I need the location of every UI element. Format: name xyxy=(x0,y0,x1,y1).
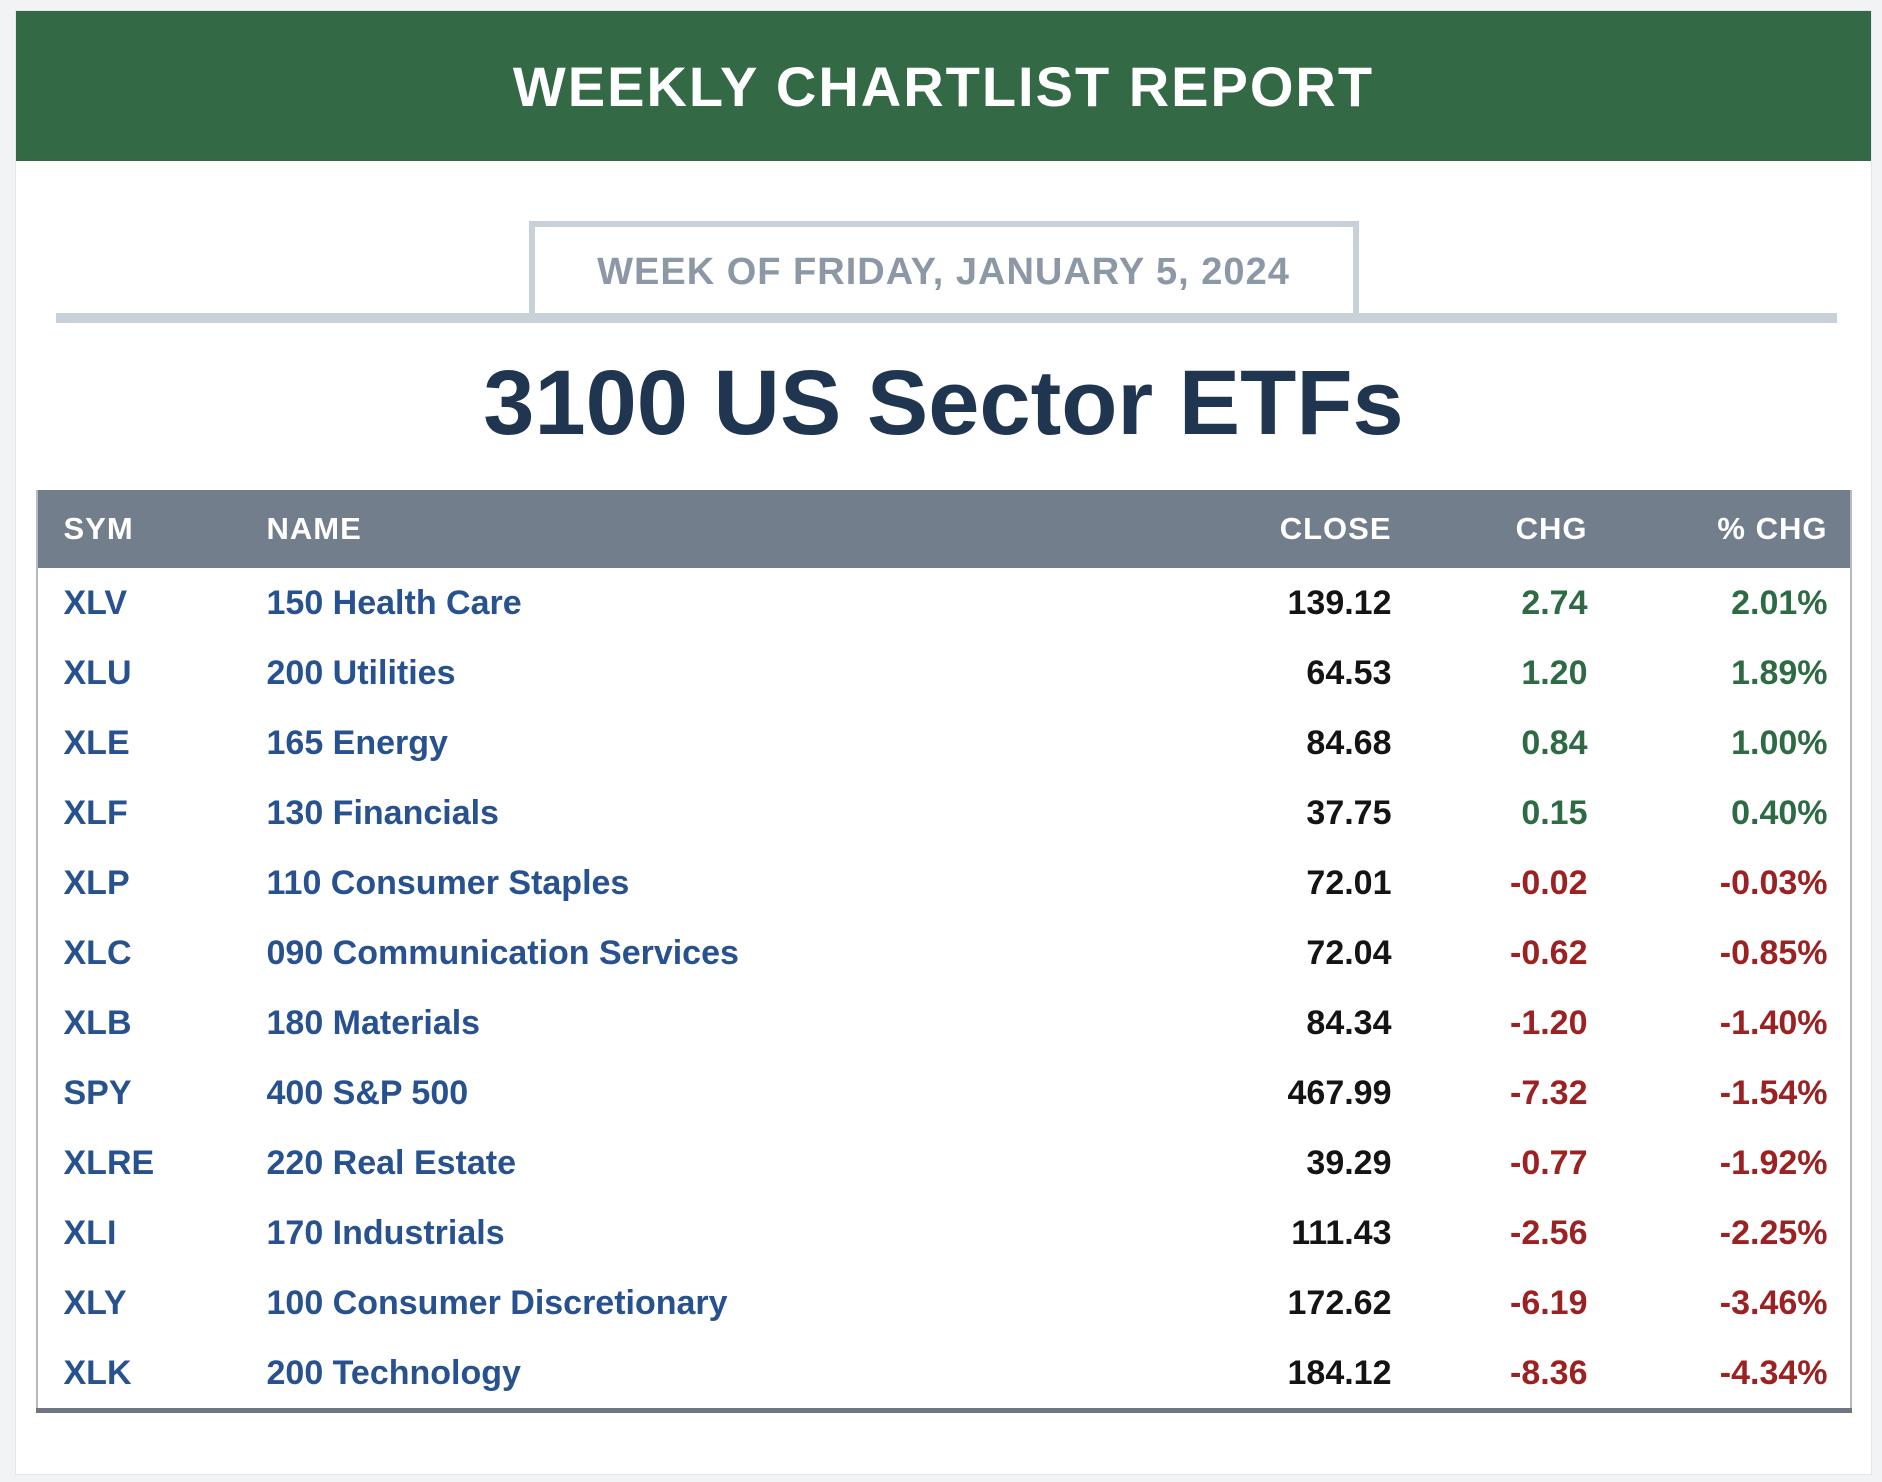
cell-pct-chg: 2.01% xyxy=(1731,583,1828,622)
table-row: XLP 110 Consumer Staples 72.01 -0.02 -0.… xyxy=(37,848,1851,918)
cell-pct-chg: -0.03% xyxy=(1719,863,1828,902)
cell-close: 72.04 xyxy=(1306,933,1392,972)
cell-chg: -0.02 xyxy=(1510,863,1588,902)
cell-name: 165 Energy xyxy=(266,723,448,762)
cell-sym: XLB xyxy=(63,1003,132,1042)
cell-name: 130 Financials xyxy=(266,793,499,832)
cell-name: 220 Real Estate xyxy=(266,1143,517,1182)
cell-sym: SPY xyxy=(63,1073,132,1112)
cell-sym: XLK xyxy=(63,1353,132,1392)
cell-close: 184.12 xyxy=(1287,1353,1392,1392)
cell-chg: 1.20 xyxy=(1521,653,1588,692)
cell-chg: -8.36 xyxy=(1510,1353,1588,1392)
cell-chg: 2.74 xyxy=(1521,583,1588,622)
cell-chg: 0.15 xyxy=(1521,793,1588,832)
cell-close: 39.29 xyxy=(1306,1143,1392,1182)
report-banner: WEEKLY CHARTLIST REPORT xyxy=(16,11,1871,161)
table-header-row: SYM NAME CLOSE CHG % CHG xyxy=(36,490,1851,568)
cell-sym: XLU xyxy=(63,653,132,692)
cell-pct-chg: 1.00% xyxy=(1731,723,1828,762)
table-row: XLU 200 Utilities 64.53 1.20 1.89% xyxy=(37,638,1851,708)
cell-sym: XLE xyxy=(63,723,130,762)
cell-pct-chg: -1.92% xyxy=(1719,1143,1828,1182)
cell-sym: XLF xyxy=(63,793,128,832)
cell-chg: -2.56 xyxy=(1510,1213,1588,1252)
cell-pct-chg: -2.25% xyxy=(1719,1213,1828,1252)
cell-name: 180 Materials xyxy=(266,1003,481,1042)
table-row: XLF 130 Financials 37.75 0.15 0.40% xyxy=(37,778,1851,848)
table-row: XLK 200 Technology 184.12 -8.36 -4.34% xyxy=(37,1338,1851,1411)
cell-pct-chg: -0.85% xyxy=(1719,933,1828,972)
report-page: WEEKLY CHARTLIST REPORT WEEK OF FRIDAY, … xyxy=(15,10,1872,1475)
cell-name: 400 S&P 500 xyxy=(266,1073,469,1112)
table-row: XLE 165 Energy 84.68 0.84 1.00% xyxy=(37,708,1851,778)
week-of-label: WEEK OF FRIDAY, JANUARY 5, 2024 xyxy=(597,250,1290,293)
cell-sym: XLV xyxy=(63,583,128,622)
cell-pct-chg: 0.40% xyxy=(1731,793,1828,832)
column-header-name: NAME xyxy=(266,511,362,546)
cell-close: 37.75 xyxy=(1306,793,1392,832)
cell-close: 139.12 xyxy=(1287,583,1392,622)
cell-pct-chg: 1.89% xyxy=(1731,653,1828,692)
cell-name: 150 Health Care xyxy=(266,583,522,622)
cell-name: 100 Consumer Discretionary xyxy=(266,1283,728,1322)
list-title: 3100 US Sector ETFs xyxy=(483,352,1404,454)
cell-close: 84.34 xyxy=(1306,1003,1392,1042)
cell-pct-chg: -4.34% xyxy=(1719,1353,1828,1392)
cell-pct-chg: -1.54% xyxy=(1719,1073,1828,1112)
table-row: XLRE 220 Real Estate 39.29 -0.77 -1.92% xyxy=(37,1128,1851,1198)
cell-chg: -7.32 xyxy=(1510,1073,1588,1112)
cell-chg: -6.19 xyxy=(1510,1283,1588,1322)
cell-pct-chg: -1.40% xyxy=(1719,1003,1828,1042)
table-row: XLB 180 Materials 84.34 -1.20 -1.40% xyxy=(37,988,1851,1058)
cell-close: 64.53 xyxy=(1306,653,1392,692)
cell-pct-chg: -3.46% xyxy=(1719,1283,1828,1322)
report-title: WEEKLY CHARTLIST REPORT xyxy=(512,54,1375,118)
cell-name: 110 Consumer Staples xyxy=(266,863,630,902)
column-header-sym: SYM xyxy=(63,511,134,546)
table-row: XLC 090 Communication Services 72.04 -0.… xyxy=(37,918,1851,988)
cell-sym: XLI xyxy=(63,1213,117,1252)
date-section: WEEK OF FRIDAY, JANUARY 5, 2024 xyxy=(16,221,1871,323)
cell-sym: XLC xyxy=(63,933,132,972)
table-body: XLV 150 Health Care 139.12 2.74 2.01% XL… xyxy=(37,568,1851,1411)
cell-close: 172.62 xyxy=(1287,1283,1392,1322)
cell-name: 200 Utilities xyxy=(266,653,456,692)
etf-table: SYM NAME CLOSE CHG % CHG XLV 150 Health … xyxy=(35,490,1852,1413)
week-of-box: WEEK OF FRIDAY, JANUARY 5, 2024 xyxy=(528,221,1359,323)
cell-sym: XLY xyxy=(63,1283,127,1322)
cell-name: 200 Technology xyxy=(266,1353,521,1392)
column-header-pct-chg: % CHG xyxy=(1717,511,1828,546)
cell-close: 467.99 xyxy=(1287,1073,1392,1112)
cell-close: 84.68 xyxy=(1306,723,1392,762)
table-row: XLV 150 Health Care 139.12 2.74 2.01% xyxy=(37,568,1851,638)
cell-chg: -1.20 xyxy=(1510,1003,1588,1042)
cell-name: 170 Industrials xyxy=(266,1213,505,1252)
cell-sym: XLRE xyxy=(63,1143,155,1182)
cell-chg: -0.77 xyxy=(1510,1143,1588,1182)
column-header-close: CLOSE xyxy=(1279,511,1392,546)
cell-chg: 0.84 xyxy=(1521,723,1588,762)
cell-close: 72.01 xyxy=(1306,863,1392,902)
table-row: XLI 170 Industrials 111.43 -2.56 -2.25% xyxy=(37,1198,1851,1268)
cell-name: 090 Communication Services xyxy=(266,933,739,972)
cell-sym: XLP xyxy=(63,863,130,902)
table-row: SPY 400 S&P 500 467.99 -7.32 -1.54% xyxy=(37,1058,1851,1128)
table-row: XLY 100 Consumer Discretionary 172.62 -6… xyxy=(37,1268,1851,1338)
cell-chg: -0.62 xyxy=(1510,933,1588,972)
column-header-chg: CHG xyxy=(1515,511,1588,546)
cell-close: 111.43 xyxy=(1291,1213,1392,1252)
